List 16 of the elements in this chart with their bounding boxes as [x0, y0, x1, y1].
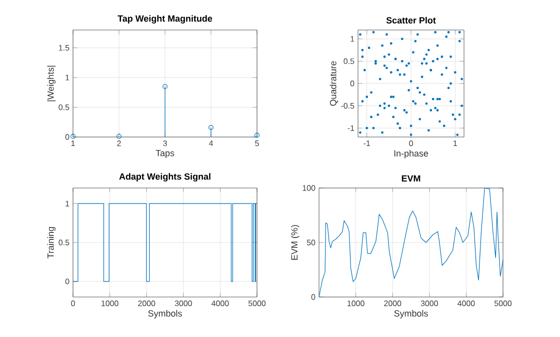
x-axis-title: Taps [156, 150, 174, 158]
point [116, 134, 122, 139]
y-axis-title: Training [47, 227, 56, 258]
y-axis-title: Quadrature [330, 61, 338, 106]
point [208, 124, 214, 130]
y-axis-title: |Weights| [47, 66, 56, 102]
x-axis-title: Symbols [148, 310, 182, 318]
chart-title: Tap Weight Magnitude [118, 15, 212, 24]
x-axis-title: Symbols [394, 310, 428, 318]
y-axis-title: EVM (%) [290, 225, 300, 260]
chart-title: Adapt Weights Signal [119, 173, 210, 182]
line-series [318, 188, 504, 298]
chart-title: Scatter Plot [386, 16, 436, 24]
point [162, 84, 168, 89]
chart-title: EVM [402, 175, 420, 182]
x-axis-title: In-phase [394, 150, 428, 158]
